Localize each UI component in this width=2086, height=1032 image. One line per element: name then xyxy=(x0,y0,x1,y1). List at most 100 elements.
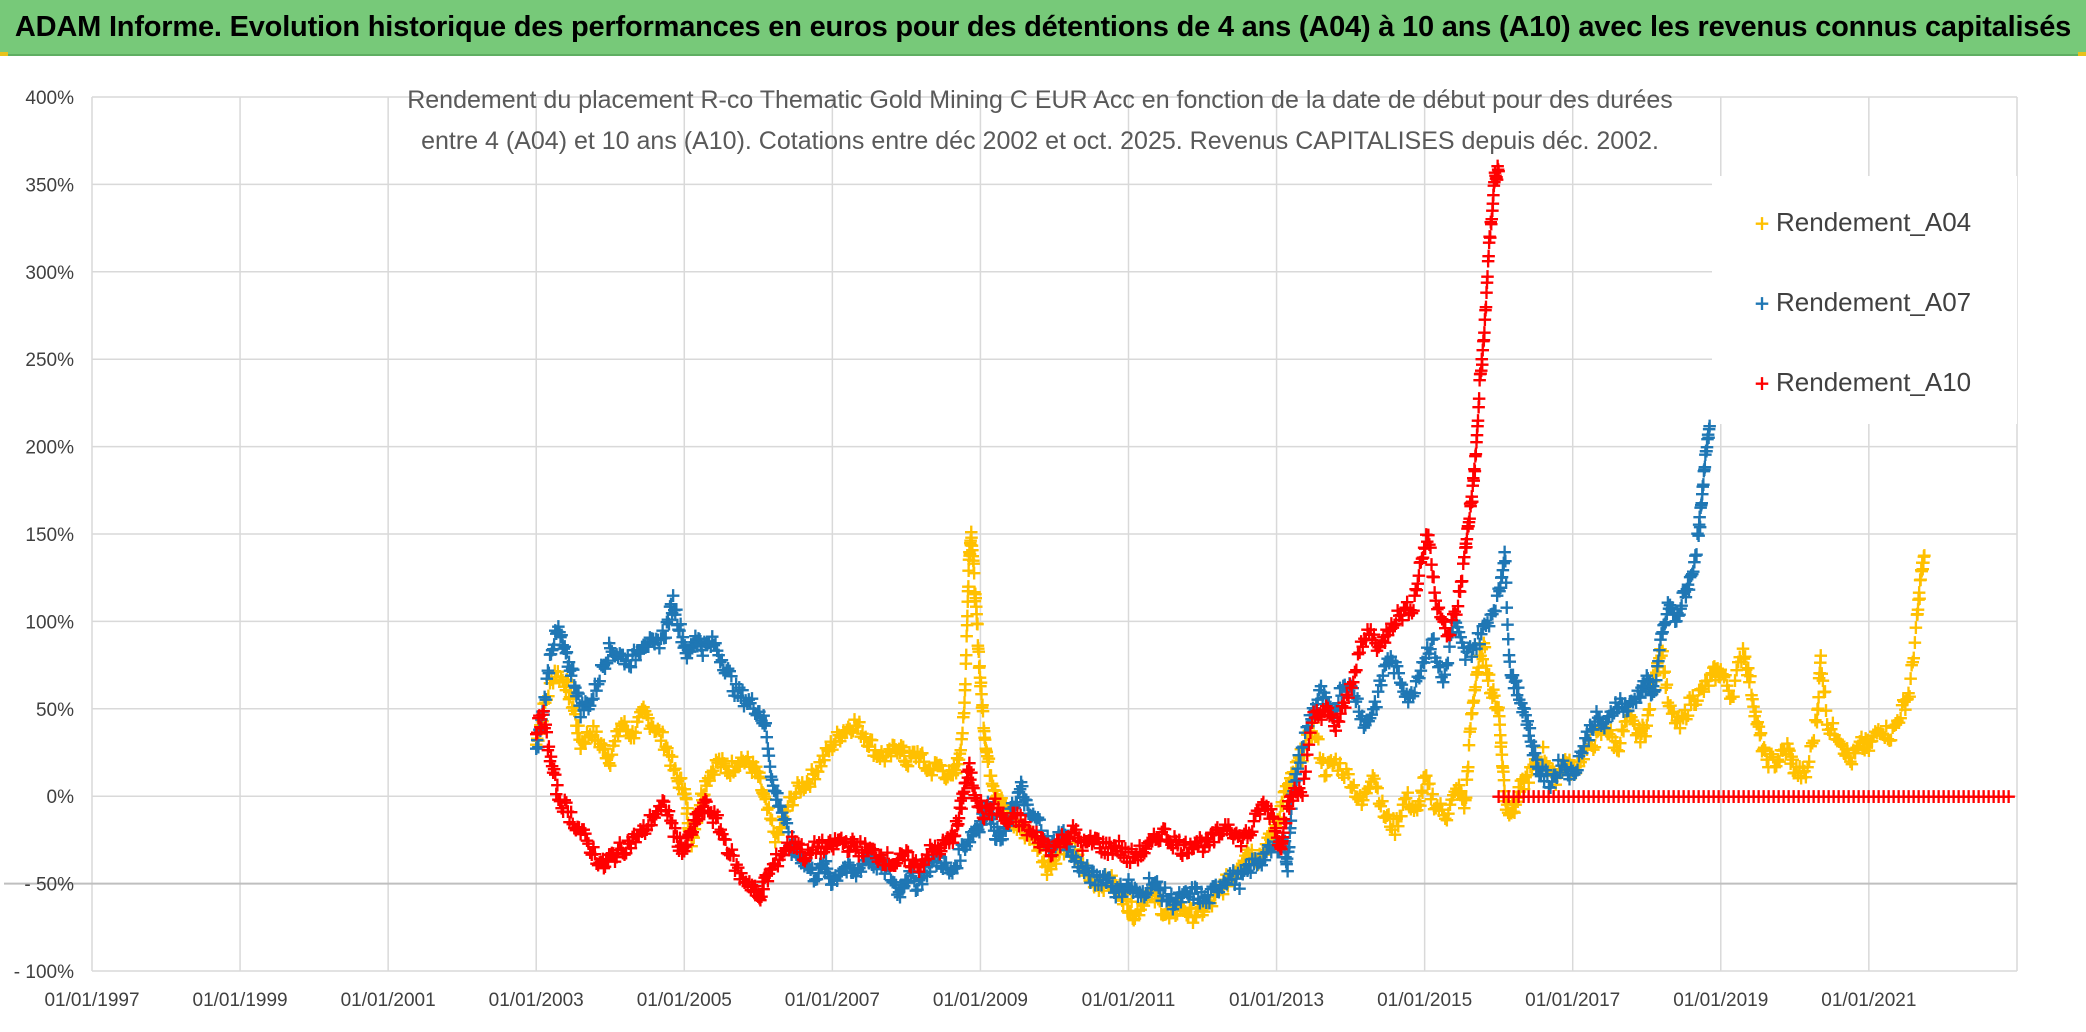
data-point: + xyxy=(597,736,614,760)
x-tick-label: 01/01/2007 xyxy=(785,990,880,1011)
data-point: + xyxy=(803,757,820,781)
data-point: + xyxy=(789,770,806,794)
data-point: + xyxy=(559,667,576,691)
data-point: + xyxy=(608,719,625,743)
data-point: + xyxy=(643,713,660,737)
data-point: + xyxy=(745,749,762,773)
data-point: + xyxy=(797,775,814,799)
data-point: + xyxy=(654,720,671,744)
data-point: + xyxy=(531,721,548,745)
data-point: + xyxy=(708,748,725,772)
data-point: + xyxy=(845,719,862,743)
data-point: + xyxy=(675,782,692,806)
data-point: + xyxy=(637,698,654,722)
data-point: + xyxy=(645,715,662,739)
data-point: + xyxy=(583,724,600,748)
data-point: + xyxy=(838,717,855,741)
data-point: + xyxy=(596,733,613,757)
data-point: + xyxy=(611,717,628,741)
data-point: + xyxy=(818,735,835,759)
data-point: + xyxy=(682,818,699,842)
data-point: + xyxy=(1460,754,1477,778)
data-point: + xyxy=(781,784,798,808)
legend: + Rendement_A04 + Rendement_A07 + Rendem… xyxy=(1712,176,2017,424)
data-point: + xyxy=(811,749,828,773)
data-point: + xyxy=(692,792,709,816)
data-point: + xyxy=(553,664,570,688)
data-point: + xyxy=(846,707,863,731)
data-point: + xyxy=(528,732,545,756)
data-point: + xyxy=(807,767,824,791)
data-point: + xyxy=(532,713,549,737)
banner-corner-left xyxy=(0,52,8,56)
data-point: + xyxy=(786,785,803,809)
horizontal-gridlines xyxy=(4,96,2017,972)
data-point: + xyxy=(554,667,571,691)
data-point: + xyxy=(683,833,700,857)
chart-area: 400% 350% 300% 250% 200% 150% 100% 50% 0% - 50% - … xyxy=(4,86,2018,1011)
data-point: + xyxy=(593,731,610,755)
legend-marker-a04: + xyxy=(1754,211,1771,235)
data-point: + xyxy=(557,678,574,702)
data-point: + xyxy=(630,704,647,728)
data-point: + xyxy=(671,775,688,799)
data-point: + xyxy=(691,797,708,821)
data-point: + xyxy=(546,658,563,682)
x-tick-label: 01/01/2019 xyxy=(1673,990,1768,1011)
data-point: + xyxy=(543,667,560,691)
data-point: + xyxy=(696,782,713,806)
data-point: + xyxy=(840,715,857,739)
data-point: + xyxy=(545,670,562,694)
data-point: + xyxy=(621,723,638,747)
data-point: + xyxy=(538,687,555,711)
data-point: + xyxy=(755,781,772,805)
report-banner-title: ADAM Informe. Evolution historique des p… xyxy=(14,10,2072,43)
data-point: + xyxy=(634,697,651,721)
data-point: + xyxy=(575,730,592,754)
data-point: + xyxy=(727,758,744,782)
y-tick-label: 0% xyxy=(47,787,75,808)
data-point: + xyxy=(542,670,559,694)
data-point: + xyxy=(770,822,787,846)
data-point: + xyxy=(695,783,712,807)
banner-corner-right xyxy=(2078,52,2086,56)
data-point: + xyxy=(534,708,551,732)
data-point: + xyxy=(677,786,694,810)
data-point: + xyxy=(616,709,633,733)
data-point: + xyxy=(765,819,782,843)
y-tick-label: 300% xyxy=(25,263,74,284)
data-point: + xyxy=(585,714,602,738)
data-point: + xyxy=(725,759,742,783)
data-point: + xyxy=(697,769,714,793)
data-point: + xyxy=(569,720,586,744)
data-point: + xyxy=(810,759,827,783)
data-point: + xyxy=(638,702,655,726)
data-point: + xyxy=(572,736,589,760)
series-rendement_a10-flat: ++++++++++++++++++++++++++++++++++++++++… xyxy=(1490,784,2017,808)
data-point: + xyxy=(746,755,763,779)
data-point: + xyxy=(701,768,718,792)
data-point: + xyxy=(808,758,825,782)
data-point: + xyxy=(862,727,879,751)
x-tick-label: 01/01/2017 xyxy=(1525,990,1620,1011)
data-point: + xyxy=(723,748,740,772)
data-point: + xyxy=(594,737,611,761)
data-point: + xyxy=(664,744,681,768)
data-point: + xyxy=(568,713,585,737)
data-point: + xyxy=(601,751,618,775)
x-axis-tick-labels: 01/01/1997 01/01/1999 01/01/2001 01/01/2003… xyxy=(44,990,1916,1011)
data-point: + xyxy=(761,795,778,819)
data-point: + xyxy=(969,612,986,636)
data-point: + xyxy=(683,819,700,843)
data-point: + xyxy=(566,698,583,722)
data-point: + xyxy=(626,726,643,750)
data-point: + xyxy=(865,743,882,767)
data-point: + xyxy=(730,751,747,775)
data-point: + xyxy=(2000,784,2017,808)
data-point: + xyxy=(1490,158,1507,182)
data-point: + xyxy=(848,713,865,737)
data-point: + xyxy=(685,825,702,849)
x-tick-label: 01/01/2013 xyxy=(1229,990,1324,1011)
data-point: + xyxy=(805,761,822,785)
y-tick-label: 150% xyxy=(25,525,74,546)
